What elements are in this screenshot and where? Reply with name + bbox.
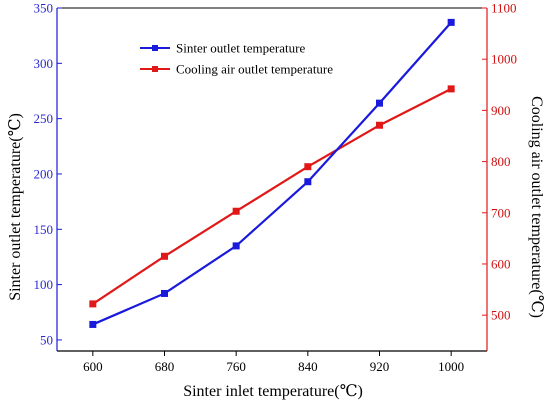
x-axis-title: Sinter inlet temperature(℃) bbox=[183, 383, 363, 400]
y-tick-label-right: 800 bbox=[491, 154, 511, 169]
data-point-cooling-air bbox=[304, 163, 312, 171]
y-tick-label-right: 700 bbox=[491, 205, 511, 220]
y-tick-label-left: 300 bbox=[34, 56, 54, 71]
y-tick-label-right: 1100 bbox=[491, 1, 517, 16]
y-axis-title-left: Sinter outlet temperature(℃) bbox=[7, 113, 24, 301]
x-tick-label: 760 bbox=[226, 359, 246, 374]
data-point-sinter bbox=[447, 18, 455, 26]
data-point-cooling-air bbox=[376, 121, 383, 129]
x-tick-label: 920 bbox=[370, 359, 390, 374]
x-tick-label: 840 bbox=[298, 359, 318, 374]
series-line-sinter bbox=[92, 21, 452, 326]
data-point-cooling-air bbox=[232, 207, 240, 215]
y-tick-label-left: 150 bbox=[34, 222, 54, 237]
legend-marker-sinter bbox=[152, 45, 158, 51]
legend-label-sinter: Sinter outlet temperature bbox=[176, 41, 305, 56]
y-tick-label-right: 900 bbox=[491, 103, 511, 118]
legend: Sinter outlet temperature Cooling air ou… bbox=[140, 41, 333, 77]
y-tick-label-left: 350 bbox=[34, 1, 54, 16]
axis-ticks: 600 680 760 840 920 1000 50 100 150 200 250 300 350 5… bbox=[34, 1, 518, 375]
x-tick-label: 1000 bbox=[438, 359, 464, 374]
data-point-sinter bbox=[232, 242, 240, 250]
plot-frame bbox=[56, 7, 488, 352]
legend-label-cooling-air: Cooling air outlet temperature bbox=[176, 62, 333, 77]
data-point-cooling-air bbox=[161, 252, 168, 260]
y-tick-label-left: 200 bbox=[34, 166, 54, 181]
y-axis-title-right: Cooling air outlet temperature(℃) bbox=[528, 96, 545, 318]
data-point-sinter bbox=[89, 320, 97, 328]
data-point-cooling-air bbox=[447, 85, 455, 93]
legend-marker-cooling-air bbox=[152, 66, 158, 72]
data-point-sinter bbox=[376, 99, 383, 107]
series-line-cooling-air bbox=[92, 87, 452, 305]
y-tick-label-right: 1000 bbox=[491, 52, 517, 67]
data-point-sinter bbox=[304, 178, 312, 186]
y-tick-label-left: 250 bbox=[34, 111, 54, 126]
y-tick-label-left: 100 bbox=[34, 277, 54, 292]
y-tick-label-right: 500 bbox=[491, 308, 511, 323]
x-tick-label: 600 bbox=[83, 359, 103, 374]
y-tick-label-left: 50 bbox=[40, 332, 53, 347]
y-tick-label-right: 600 bbox=[491, 256, 511, 271]
data-point-sinter bbox=[161, 289, 168, 297]
series-layer bbox=[89, 18, 455, 328]
x-tick-label: 680 bbox=[155, 359, 175, 374]
data-point-cooling-air bbox=[89, 300, 97, 308]
